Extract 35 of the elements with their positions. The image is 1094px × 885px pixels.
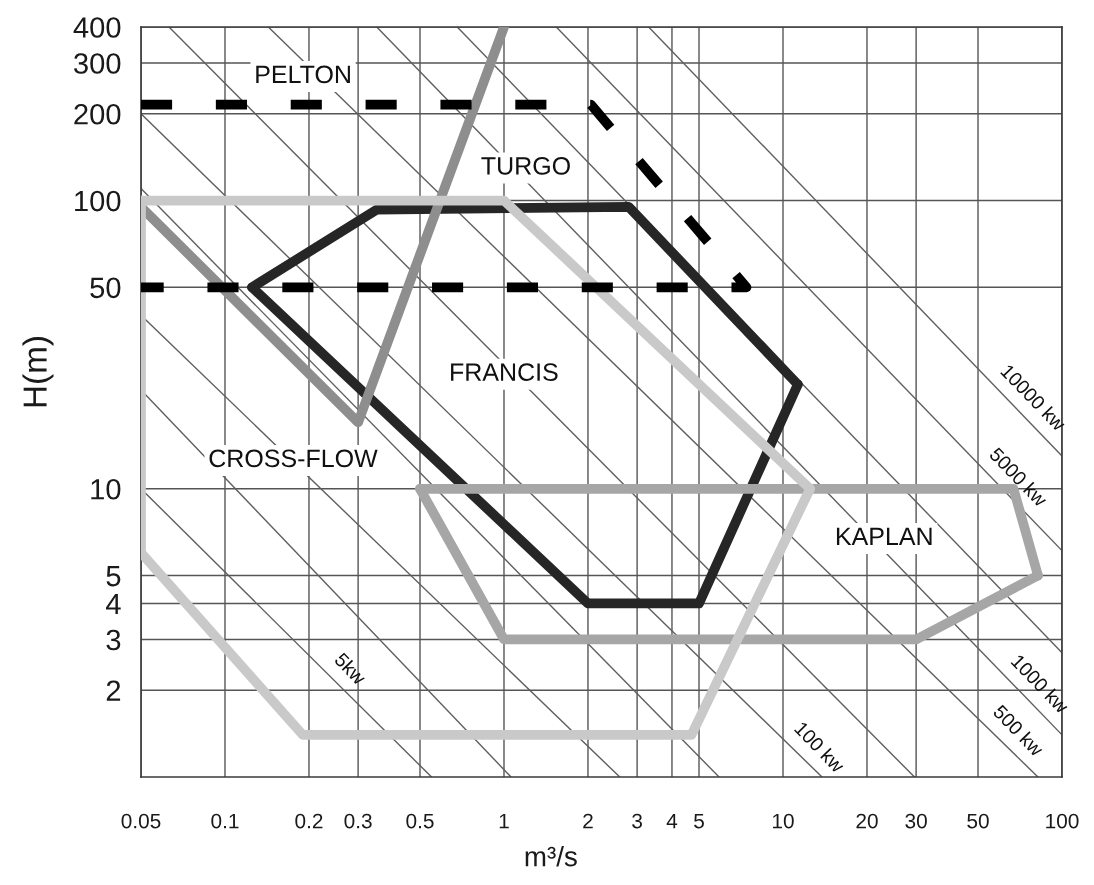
x-tick-label: 0.1	[211, 813, 239, 829]
annotation: PELTON	[256, 65, 350, 84]
y-tick-label: 5	[106, 566, 121, 587]
y-tick-label: 2	[106, 680, 121, 701]
y-tick-label: 100	[75, 190, 121, 212]
x-tick-label: 4	[666, 813, 678, 829]
annotation: KAPLAN	[836, 527, 932, 545]
x-tick-label: 50	[967, 813, 989, 829]
x-tick-label: 30	[905, 813, 927, 829]
x-tick-label: 0.05	[121, 813, 161, 829]
annotation: FRANCIS	[451, 363, 558, 381]
x-tick-label: 0.2	[295, 813, 323, 829]
x-tick-label: 3	[632, 813, 642, 829]
annotation: 100 kw	[793, 720, 847, 774]
y-tick-label: 200	[74, 103, 121, 125]
y-tick-label: 400	[73, 17, 121, 38]
y-tick-label: 50	[90, 277, 121, 299]
y-tick-label: 300	[74, 53, 121, 74]
annotation: CROSS-FLOW	[209, 449, 378, 468]
x-tick-label: 5	[694, 813, 704, 829]
x-tick-label: 1	[499, 813, 509, 829]
y-axis-title: H(m)	[22, 337, 54, 407]
x-tick-label: 100	[1046, 813, 1079, 829]
annotation: TURGO	[481, 157, 570, 175]
x-axis-title: m³/s	[525, 846, 577, 867]
y-tick-label: 3	[106, 629, 121, 651]
annotation: 5kw	[333, 651, 368, 686]
y-tick-label: 4	[106, 593, 121, 615]
annotation: 500 kw	[992, 703, 1046, 758]
y-tick-label: 10	[91, 478, 121, 500]
x-tick-label: 2	[583, 813, 593, 829]
x-tick-label: 10	[773, 813, 794, 829]
x-tick-label: 20	[856, 813, 878, 829]
x-tick-label: 0.3	[344, 813, 372, 829]
x-tick-label: 0.5	[406, 813, 434, 829]
